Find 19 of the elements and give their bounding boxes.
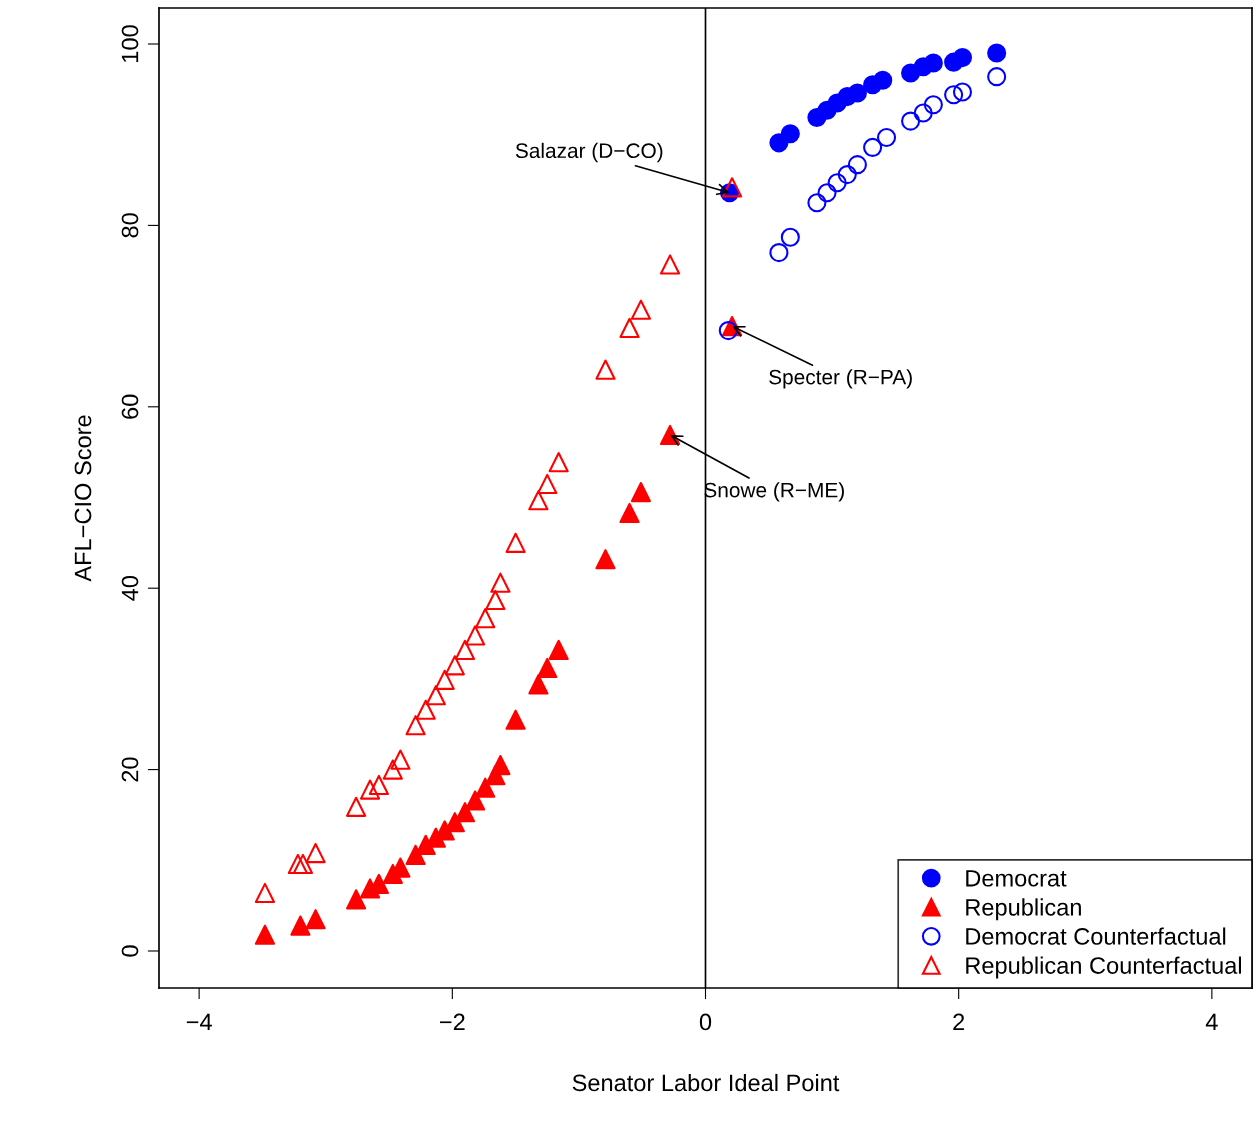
y-tick-label: 20: [121, 757, 139, 782]
y-tick-label: 40: [121, 575, 139, 601]
legend-label: Democrat Counterfactual: [966, 927, 1226, 945]
y-tick-label: 60: [121, 394, 139, 419]
x-tick-label: 2: [953, 1013, 965, 1031]
x-tick-label: −4: [186, 1013, 212, 1031]
legend-label: Democrat: [966, 870, 1067, 887]
legend-label: Republican Counterfactual: [966, 956, 1241, 979]
x-tick-label: 4: [1205, 1013, 1218, 1031]
x-tick-label: 0: [699, 1013, 712, 1031]
x-tick-label: −2: [440, 1013, 465, 1031]
annotation: Salazar (D−CO): [515, 142, 663, 163]
y-tick-label: 80: [121, 213, 139, 238]
y-tick-label: 100: [121, 25, 139, 62]
y-tick-label: 0: [121, 945, 139, 957]
annotation: Specter (R−PA): [769, 369, 912, 389]
y-axis-title: AFL−CIO Score: [74, 415, 92, 582]
legend-label: Republican: [966, 898, 1081, 921]
x-axis-title: Senator Labor Ideal Point: [572, 1073, 840, 1092]
